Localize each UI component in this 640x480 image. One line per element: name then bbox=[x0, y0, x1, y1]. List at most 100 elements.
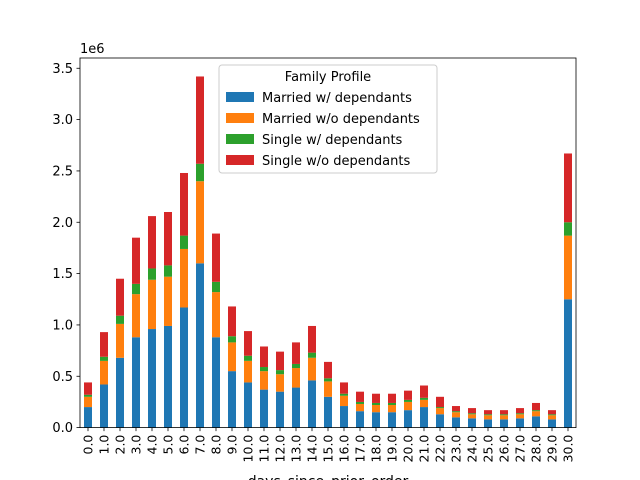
bar-segment bbox=[212, 233, 220, 282]
x-tick-label: 6.0 bbox=[177, 435, 192, 455]
y-tick-label: 3.5 bbox=[52, 62, 73, 77]
bar-segment bbox=[308, 357, 316, 381]
bar-segment bbox=[468, 418, 476, 428]
y-axis: 0.0 0.5 1.0 1.5 2.0 2.5 3.0 3.5 bbox=[52, 62, 80, 436]
bar-segment bbox=[564, 222, 572, 236]
bar-segment bbox=[244, 355, 252, 361]
y-tick-label: 0.5 bbox=[52, 370, 73, 385]
bar-segment bbox=[308, 352, 316, 358]
x-tick-label: 27.0 bbox=[513, 435, 528, 463]
bar-segment bbox=[356, 403, 364, 412]
x-tick-label: 12.0 bbox=[273, 435, 288, 463]
legend-box bbox=[218, 64, 438, 174]
x-tick-label: 26.0 bbox=[497, 435, 512, 463]
bar-segment bbox=[228, 336, 236, 343]
bar-segment bbox=[484, 419, 492, 428]
bar-segment bbox=[372, 412, 380, 428]
bar-segment bbox=[180, 172, 188, 236]
x-tick-label: 5.0 bbox=[161, 435, 176, 455]
bar-segment bbox=[532, 416, 540, 428]
bar-segment bbox=[292, 342, 300, 364]
bar-segment bbox=[308, 380, 316, 428]
x-tick-label: 16.0 bbox=[337, 435, 352, 463]
bar-segment bbox=[500, 414, 508, 416]
legend-swatch bbox=[226, 113, 254, 123]
bar-segment bbox=[100, 356, 108, 361]
bar-segment bbox=[292, 368, 300, 388]
bar-segment bbox=[276, 370, 284, 375]
legend-label: Single w/o dependants bbox=[262, 154, 410, 169]
bar-segment bbox=[84, 382, 92, 395]
bar-segment bbox=[276, 374, 284, 392]
bar-segment bbox=[500, 419, 508, 428]
bar-segment bbox=[532, 411, 540, 417]
bar-segment bbox=[132, 283, 140, 295]
bar-segment bbox=[324, 381, 332, 397]
bar-segment bbox=[548, 419, 556, 428]
x-tick-label: 13.0 bbox=[289, 435, 304, 463]
bar-segment bbox=[212, 292, 220, 338]
bar-segment bbox=[404, 401, 412, 411]
bar-segment bbox=[292, 363, 300, 369]
bar-segment bbox=[324, 361, 332, 379]
bar-segment bbox=[100, 332, 108, 357]
bar-segment bbox=[324, 378, 332, 382]
bar-segment bbox=[356, 411, 364, 428]
x-tick-label: 11.0 bbox=[257, 435, 272, 463]
bar-segment bbox=[340, 382, 348, 394]
bar-segment bbox=[164, 325, 172, 428]
bar-segment bbox=[420, 399, 428, 408]
y-tick-label: 1.5 bbox=[52, 267, 73, 282]
bar-segment bbox=[132, 294, 140, 338]
x-axis-label: days_since_prior_order bbox=[248, 474, 409, 480]
bar-segment bbox=[148, 216, 156, 269]
x-tick-label: 22.0 bbox=[433, 435, 448, 463]
x-tick-label: 4.0 bbox=[145, 435, 160, 455]
bar-segment bbox=[292, 387, 300, 428]
bar-segment bbox=[148, 268, 156, 280]
x-tick-label: 1.0 bbox=[97, 435, 112, 455]
y-tick-label: 1.0 bbox=[52, 318, 73, 333]
bar-segment bbox=[148, 329, 156, 428]
bar-segment bbox=[260, 367, 268, 372]
x-axis: 0.0 1.0 2.0 3.0 4.0 5.0 6.0 7.0 8.0 9.0 10.0 11.0 12… bbox=[81, 427, 576, 463]
bar-segment bbox=[228, 306, 236, 337]
bar-segment bbox=[340, 406, 348, 428]
bar-segment bbox=[228, 342, 236, 372]
bar-segment bbox=[148, 279, 156, 330]
bar-segment bbox=[132, 337, 140, 428]
bar-segment bbox=[260, 371, 268, 390]
bar-segment bbox=[84, 407, 92, 428]
bar-segment bbox=[452, 411, 460, 413]
bar-segment bbox=[212, 281, 220, 293]
bar-segment bbox=[356, 391, 364, 402]
x-tick-label: 18.0 bbox=[369, 435, 384, 463]
bar-segment bbox=[84, 394, 92, 397]
x-tick-label: 2.0 bbox=[113, 435, 128, 455]
legend-swatch bbox=[226, 92, 254, 102]
legend-label: Married w/ dependants bbox=[262, 91, 412, 106]
bar-segment bbox=[532, 410, 540, 412]
x-tick-label: 9.0 bbox=[225, 435, 240, 455]
bar-segment bbox=[276, 351, 284, 371]
bar-segment bbox=[436, 407, 444, 409]
bar-segment bbox=[84, 396, 92, 408]
legend-label: Married w/o dependants bbox=[262, 112, 420, 127]
bar-segment bbox=[484, 415, 492, 420]
y-tick-label: 2.0 bbox=[52, 216, 73, 231]
bar-segment bbox=[468, 413, 476, 415]
bar-segment bbox=[468, 408, 476, 414]
bar-segment bbox=[116, 315, 124, 324]
x-tick-label: 23.0 bbox=[449, 435, 464, 463]
bar-segment bbox=[180, 235, 188, 249]
bar-segment bbox=[244, 360, 252, 383]
bar-segment bbox=[372, 405, 380, 413]
bar-segment bbox=[340, 393, 348, 396]
y-tick-label: 0.0 bbox=[52, 421, 73, 436]
bar-segment bbox=[452, 417, 460, 428]
bar-segment bbox=[388, 405, 396, 413]
bars-layer bbox=[84, 76, 572, 428]
bar-segment bbox=[564, 235, 572, 300]
bar-segment bbox=[388, 393, 396, 403]
